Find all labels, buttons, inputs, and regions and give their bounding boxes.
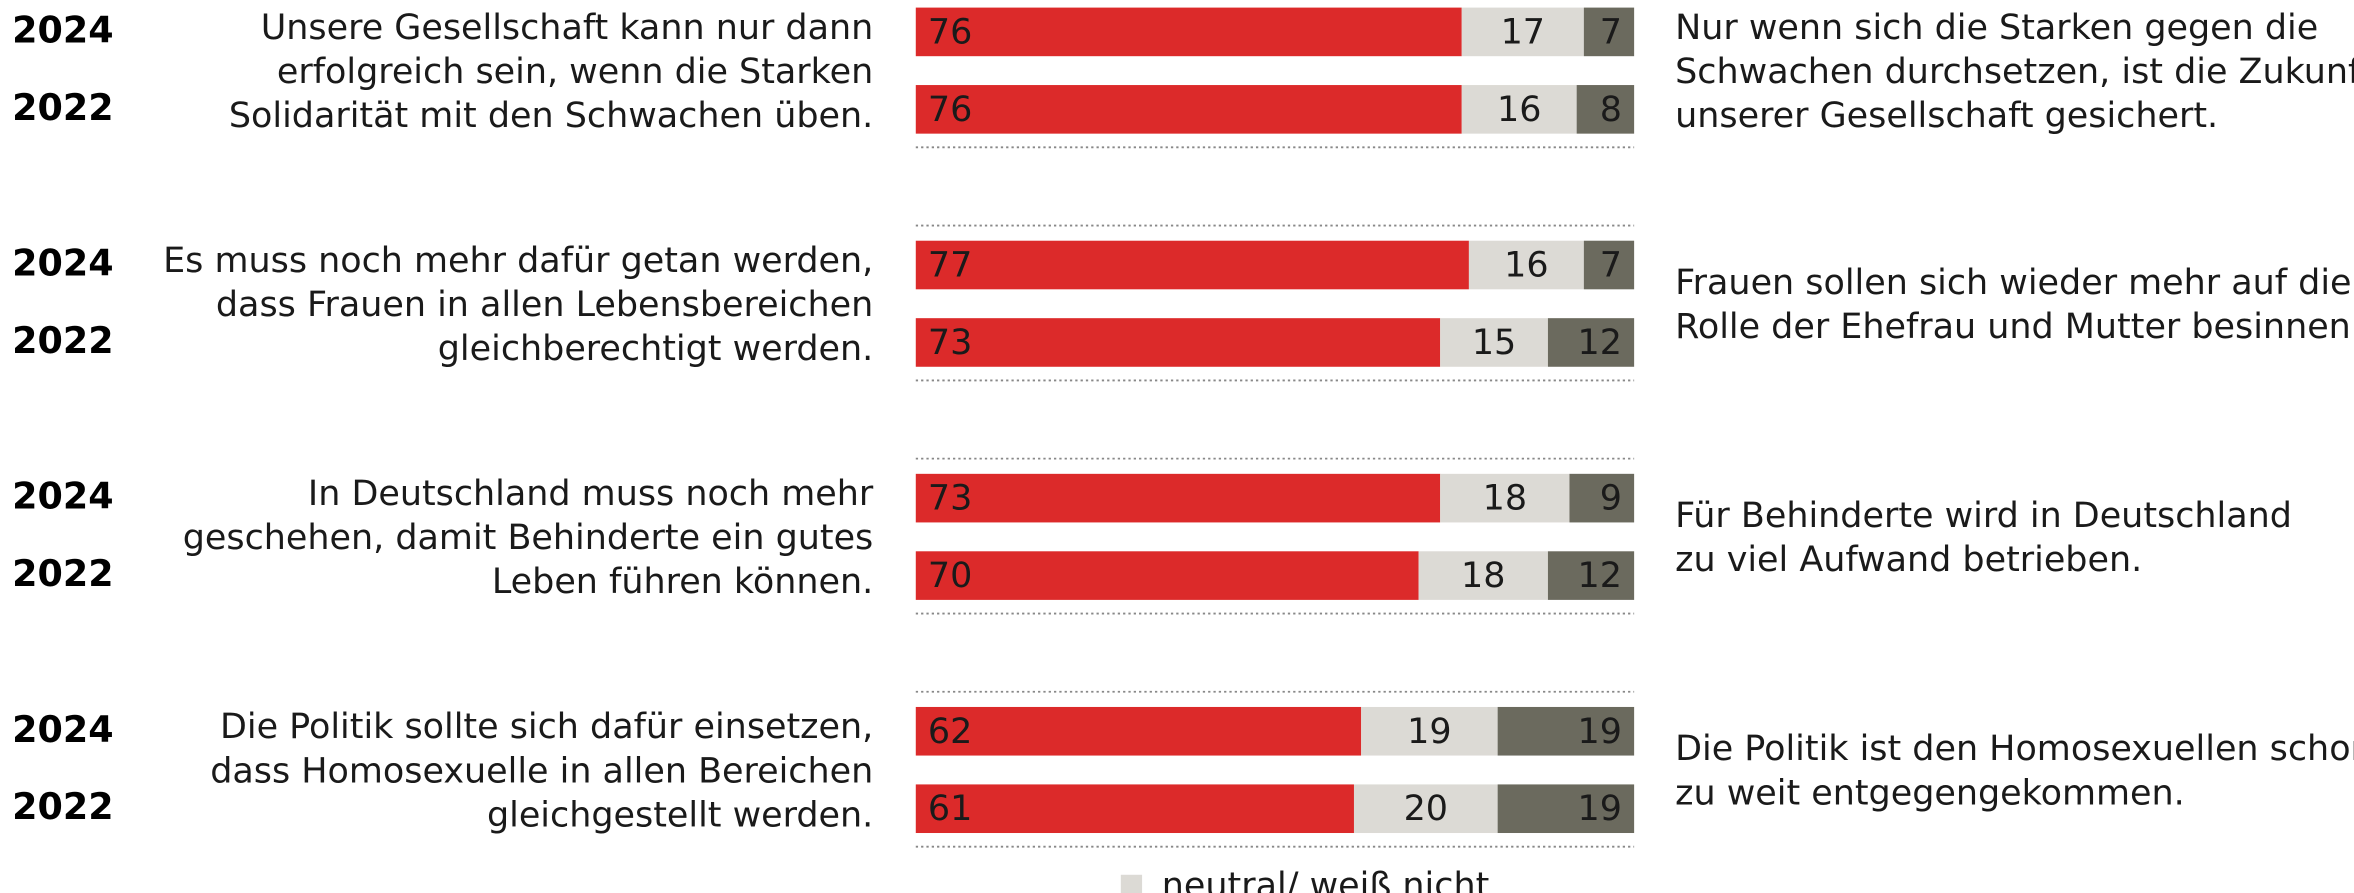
left-statement: geschehen, damit Behinderte ein gutes <box>183 518 873 558</box>
left-statement: Unsere Gesellschaft kann nur dann <box>261 8 874 48</box>
left-statement: dass Frauen in allen Lebensbereichen <box>216 285 873 325</box>
bar-segment <box>915 706 1362 756</box>
value-label: 12 <box>1578 323 1622 363</box>
bar-segment <box>1418 551 1548 600</box>
bar-segment <box>915 7 1462 57</box>
value-label: 18 <box>1483 479 1527 519</box>
right-statement: Rolle der Ehefrau und Mutter besinnen. <box>1675 307 2354 347</box>
value-label: 73 <box>928 323 972 363</box>
value-label: 7 <box>1600 12 1622 52</box>
value-label: 9 <box>1600 479 1622 519</box>
left-statement: In Deutschland muss noch mehr <box>308 474 874 514</box>
bar-segment <box>1353 784 1498 834</box>
bar-segment <box>1547 318 1635 367</box>
legend-swatch <box>1120 874 1143 893</box>
bar-segment <box>1576 85 1635 134</box>
value-label: 77 <box>928 246 972 286</box>
bar-segment <box>915 551 1419 600</box>
value-label: 19 <box>1578 712 1622 752</box>
bar-segment <box>915 85 1462 134</box>
left-statement: Die Politik sollte sich dafür einsetzen, <box>220 707 873 747</box>
value-label: 12 <box>1578 556 1622 596</box>
bar-segment <box>1461 85 1577 134</box>
right-statement: Nur wenn sich die Starken gegen die <box>1675 8 2318 48</box>
year-label: 2024 <box>12 708 113 751</box>
bar-segment <box>1461 7 1584 57</box>
value-label: 7 <box>1600 246 1622 286</box>
value-label: 16 <box>1497 90 1541 130</box>
value-label: 61 <box>928 789 972 829</box>
left-statement: dass Homosexuelle in allen Bereichen <box>210 751 873 791</box>
left-statement: gleichgestellt werden. <box>487 795 873 835</box>
year-label: 2024 <box>12 475 113 518</box>
bar-segment <box>915 473 1441 523</box>
left-statement: erfolgreich sein, wenn die Starken <box>277 52 873 92</box>
value-label: 76 <box>928 90 972 130</box>
value-label: 62 <box>928 712 972 752</box>
bar-segment <box>1361 706 1498 756</box>
bar-segment <box>1497 706 1635 756</box>
right-statement: zu weit entgegengekommen. <box>1675 773 2185 813</box>
year-label: 2024 <box>12 8 113 51</box>
value-label: 15 <box>1472 323 1516 363</box>
bar-segment <box>1497 784 1635 834</box>
left-statement: Leben führen können. <box>492 562 873 602</box>
bar-segment <box>1440 473 1570 523</box>
bar-segment <box>915 784 1354 834</box>
right-statement: Frauen sollen sich wieder mehr auf die <box>1675 263 2351 303</box>
bar-segment <box>1440 318 1548 367</box>
right-statement: Die Politik ist den Homosexuellen schon <box>1675 729 2354 769</box>
left-statement: Es muss noch mehr dafür getan werden, <box>163 241 873 281</box>
bar-segment <box>915 240 1469 290</box>
value-label: 19 <box>1578 789 1622 829</box>
value-label: 19 <box>1407 712 1451 752</box>
bar-segment <box>1583 240 1635 290</box>
bar-segment <box>1583 7 1635 57</box>
value-label: 16 <box>1504 246 1548 286</box>
value-label: 70 <box>928 556 972 596</box>
value-label: 18 <box>1461 556 1505 596</box>
bar-segment <box>1468 240 1584 290</box>
left-statement: gleichberechtigt werden. <box>438 329 873 369</box>
value-label: 73 <box>928 479 972 519</box>
year-label: 2024 <box>12 242 113 285</box>
right-statement: Für Behinderte wird in Deutschland <box>1675 496 2292 536</box>
bar-segment <box>1569 473 1635 523</box>
legend-label: neutral/ weiß nicht <box>1162 866 1489 893</box>
year-label: 2022 <box>12 552 113 595</box>
value-label: 8 <box>1600 90 1622 130</box>
value-label: 76 <box>928 12 972 52</box>
right-statement: Schwachen durchsetzen, ist die Zukunft <box>1675 52 2354 92</box>
value-label: 17 <box>1501 12 1545 52</box>
year-label: 2022 <box>12 785 113 828</box>
year-label: 2022 <box>12 86 113 129</box>
right-statement: zu viel Aufwand betrieben. <box>1675 540 2142 580</box>
bar-segment <box>1547 551 1635 600</box>
year-label: 2022 <box>12 319 113 362</box>
right-statement: unserer Gesellschaft gesichert. <box>1675 96 2218 136</box>
value-label: 20 <box>1404 789 1448 829</box>
left-statement: Solidarität mit den Schwachen üben. <box>229 96 873 136</box>
bar-segment <box>915 318 1441 367</box>
